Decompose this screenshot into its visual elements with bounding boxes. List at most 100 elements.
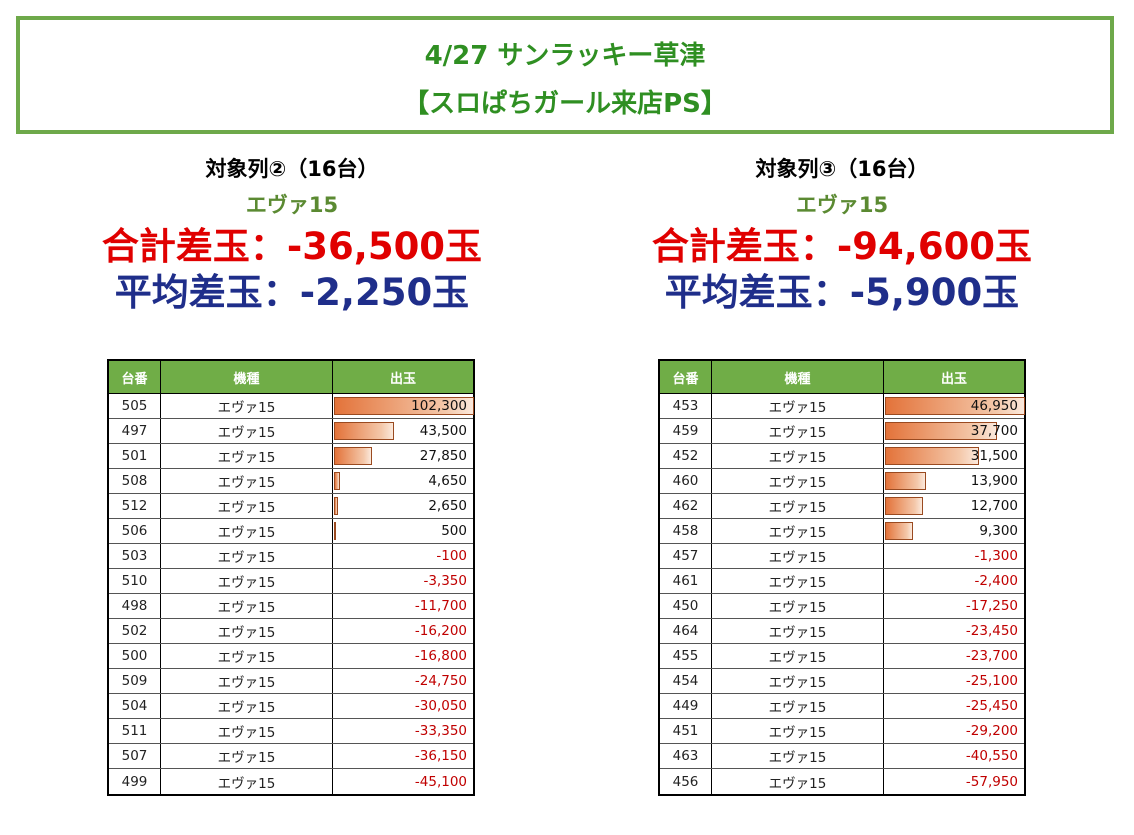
table-row: 497 エヴァ15 43,500 — [109, 419, 473, 444]
table-row: 460 エヴァ15 13,900 — [660, 469, 1024, 494]
panel-average: 平均差玉：-2,250玉 — [114, 271, 470, 314]
cell-machine: エヴァ15 — [161, 544, 333, 568]
table-row: 507 エヴァ15 -36,150 — [109, 744, 473, 769]
cell-number: 452 — [660, 444, 712, 468]
table-row: 449 エヴァ15 -25,450 — [660, 694, 1024, 719]
header-machine: 機種 — [161, 361, 333, 393]
cell-payout: 4,650 — [333, 469, 473, 493]
payout-bar — [334, 422, 394, 440]
table-row: 510 エヴァ15 -3,350 — [109, 569, 473, 594]
table-row: 454 エヴァ15 -25,100 — [660, 669, 1024, 694]
payout-value: 13,900 — [970, 473, 1018, 489]
table-body: 453 エヴァ15 46,950 459 エヴァ15 37,700 452 エヴァ15 31,5… — [660, 394, 1025, 794]
cell-number: 502 — [109, 619, 161, 643]
cell-payout: -1,300 — [884, 544, 1024, 568]
cell-machine: エヴァ15 — [712, 594, 884, 618]
cell-payout: 13,900 — [884, 469, 1024, 493]
payout-value: -23,700 — [965, 648, 1018, 664]
table-header: 台番 機種 出玉 — [109, 361, 473, 394]
cell-machine: エヴァ15 — [161, 719, 333, 743]
cell-payout: -3,350 — [333, 569, 473, 593]
payout-value: -3,350 — [423, 573, 467, 589]
cell-number: 510 — [109, 569, 161, 593]
payout-value: -33,350 — [414, 723, 467, 739]
cell-payout: -24,750 — [333, 669, 473, 693]
cell-number: 506 — [109, 519, 161, 543]
cell-number: 464 — [660, 619, 712, 643]
table-row: 450 エヴァ15 -17,250 — [660, 594, 1024, 619]
cell-machine: エヴァ15 — [712, 719, 884, 743]
payout-value: 2,650 — [428, 498, 467, 514]
cell-number: 511 — [109, 719, 161, 743]
cell-machine: エヴァ15 — [712, 519, 884, 543]
cell-number: 512 — [109, 494, 161, 518]
data-table-left: 台番 機種 出玉 505 エヴァ15 102,300 497 エヴァ15 43,500 50… — [107, 359, 475, 796]
cell-number: 499 — [109, 769, 161, 794]
payout-bar — [885, 447, 979, 465]
payout-value: -1,300 — [974, 548, 1018, 564]
cell-machine: エヴァ15 — [161, 444, 333, 468]
cell-payout: 37,700 — [884, 419, 1024, 443]
header-number: 台番 — [660, 361, 712, 393]
cell-number: 500 — [109, 644, 161, 668]
cell-payout: -29,200 — [884, 719, 1024, 743]
payout-value: 500 — [441, 523, 467, 539]
table-row: 453 エヴァ15 46,950 — [660, 394, 1025, 419]
payout-value: 102,300 — [411, 398, 467, 414]
cell-payout: -40,550 — [884, 744, 1024, 768]
table-row: 462 エヴァ15 12,700 — [660, 494, 1024, 519]
cell-payout: -17,250 — [884, 594, 1024, 618]
data-table-right: 台番 機種 出玉 453 エヴァ15 46,950 459 エヴァ15 37,700 452… — [658, 359, 1026, 796]
header-number: 台番 — [109, 361, 161, 393]
table-row: 508 エヴァ15 4,650 — [109, 469, 473, 494]
table-row: 463 エヴァ15 -40,550 — [660, 744, 1024, 769]
table-row: 504 エヴァ15 -30,050 — [109, 694, 473, 719]
cell-machine: エヴァ15 — [712, 494, 884, 518]
header-box: 4/27 サンラッキー草津 【スロぱちガール来店PS】 — [16, 16, 1114, 134]
payout-value: -11,700 — [414, 598, 467, 614]
payout-value: -57,950 — [965, 773, 1018, 790]
cell-number: 457 — [660, 544, 712, 568]
header-payout: 出玉 — [389, 371, 416, 387]
cell-payout: 102,300 — [333, 394, 474, 418]
table-header: 台番 機種 出玉 — [660, 361, 1024, 394]
cell-machine: エヴァ15 — [161, 669, 333, 693]
cell-machine: エヴァ15 — [712, 669, 884, 693]
payout-bar — [885, 472, 927, 490]
cell-payout: -33,350 — [333, 719, 473, 743]
payout-bar — [334, 447, 373, 465]
payout-value: -30,050 — [414, 698, 467, 714]
cell-number: 497 — [109, 419, 161, 443]
payout-bar — [885, 422, 998, 440]
payout-value: -16,200 — [414, 623, 467, 639]
cell-number: 456 — [660, 769, 712, 794]
cell-machine: エヴァ15 — [712, 394, 884, 418]
cell-number: 455 — [660, 644, 712, 668]
table-row: 452 エヴァ15 31,500 — [660, 444, 1024, 469]
payout-value: -16,800 — [414, 648, 467, 664]
cell-number: 509 — [109, 669, 161, 693]
cell-number: 498 — [109, 594, 161, 618]
payout-value: 31,500 — [970, 448, 1018, 464]
panel-average: 平均差玉：-5,900玉 — [664, 271, 1020, 314]
header-subtitle: 【スロぱちガール来店PS】 — [403, 89, 727, 119]
cell-payout: 500 — [333, 519, 473, 543]
table-row: 511 エヴァ15 -33,350 — [109, 719, 473, 744]
header-payout: 出玉 — [940, 371, 967, 387]
cell-payout: -16,200 — [333, 619, 473, 643]
cell-machine: エヴァ15 — [161, 469, 333, 493]
payout-bar — [334, 397, 474, 415]
payout-value: -2,400 — [974, 573, 1018, 589]
cell-machine: エヴァ15 — [712, 619, 884, 643]
cell-payout: -30,050 — [333, 694, 473, 718]
payout-bar — [885, 497, 923, 515]
cell-payout: -25,100 — [884, 669, 1024, 693]
table-row: 509 エヴァ15 -24,750 — [109, 669, 473, 694]
payout-value: -25,450 — [965, 698, 1018, 714]
cell-payout: 2,650 — [333, 494, 473, 518]
table-row: 501 エヴァ15 27,850 — [109, 444, 473, 469]
panel-machine: エヴァ15 — [245, 193, 339, 217]
cell-payout: -45,100 — [333, 769, 473, 794]
table-row: 455 エヴァ15 -23,700 — [660, 644, 1024, 669]
cell-machine: エヴァ15 — [161, 419, 333, 443]
